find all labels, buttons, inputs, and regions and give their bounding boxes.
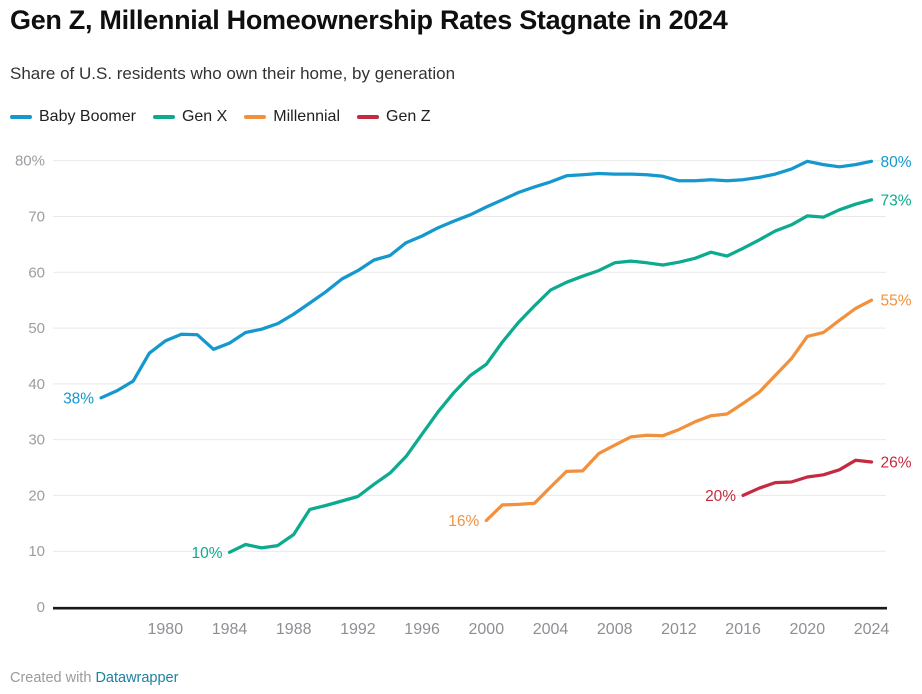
series-start-label-gen-x: 10%: [191, 545, 222, 562]
series-end-label-gen-x: 73%: [881, 192, 912, 209]
x-axis-label: 2016: [725, 621, 761, 638]
legend-label-baby-boomer: Baby Boomer: [39, 108, 136, 125]
y-axis-label: 10: [28, 543, 45, 560]
legend-swatch-baby-boomer-icon: [10, 115, 32, 119]
x-axis-label: 1980: [148, 621, 184, 638]
credit-prefix: Created with: [10, 670, 92, 686]
y-axis-label: 70: [28, 209, 45, 226]
series-line-gen-z[interactable]: [741, 458, 874, 498]
series-start-label-millennial: 16%: [448, 513, 479, 530]
legend-label-gen-x: Gen X: [181, 108, 228, 125]
legend-item-gen-z: Gen Z: [357, 108, 430, 126]
y-axis-label: 80%: [15, 153, 45, 170]
series-start-label-gen-z: 20%: [705, 488, 736, 505]
legend-item-millennial: Millennial: [244, 108, 340, 126]
legend-item-gen-x: Gen X: [152, 108, 228, 126]
x-axis-label: 2024: [854, 621, 890, 638]
series-line-baby-boomer[interactable]: [99, 159, 874, 400]
y-axis-label: 20: [28, 487, 45, 504]
legend-swatch-gen-x-icon: [152, 115, 175, 119]
series-line-millennial[interactable]: [484, 298, 874, 523]
x-axis-label: 1992: [340, 621, 376, 638]
x-axis-label: 1996: [404, 621, 440, 638]
x-axis-label: 1988: [276, 621, 312, 638]
x-axis-label: 2020: [790, 621, 826, 638]
x-axis-label: 2000: [469, 621, 505, 638]
y-axis-label: 40: [28, 376, 45, 393]
series-end-label-gen-z: 26%: [881, 455, 912, 472]
legend-swatch-millennial-icon: [244, 115, 267, 119]
x-axis-label: 2012: [661, 621, 697, 638]
legend-label-millennial: Millennial: [273, 108, 340, 125]
y-axis-label: 50: [28, 320, 45, 337]
series-line-gen-x[interactable]: [227, 198, 874, 554]
legend-swatch-gen-z-icon: [357, 115, 379, 119]
x-axis-label: 2008: [597, 621, 633, 638]
y-axis-label: 30: [28, 432, 45, 449]
y-axis-label: 0: [37, 599, 45, 616]
legend-item-baby-boomer: Baby Boomer: [10, 108, 136, 126]
legend: Baby Boomer Gen X Millennial Gen Z: [10, 108, 447, 126]
y-axis-label: 60: [28, 264, 45, 281]
x-axis-label: 1984: [212, 621, 248, 638]
x-axis-label: 2004: [533, 621, 569, 638]
chart-subtitle: Share of U.S. residents who own their ho…: [10, 64, 456, 83]
series-start-label-baby-boomer: 38%: [63, 390, 94, 407]
datawrapper-link[interactable]: Datawrapper: [95, 670, 179, 686]
chart-footer: Created with Datawrapper: [10, 670, 178, 686]
page-title: Gen Z, Millennial Homeownership Rates St…: [10, 5, 728, 35]
series-end-label-millennial: 55%: [881, 293, 912, 310]
legend-label-gen-z: Gen Z: [386, 108, 431, 125]
series-end-label-baby-boomer: 80%: [881, 154, 912, 171]
